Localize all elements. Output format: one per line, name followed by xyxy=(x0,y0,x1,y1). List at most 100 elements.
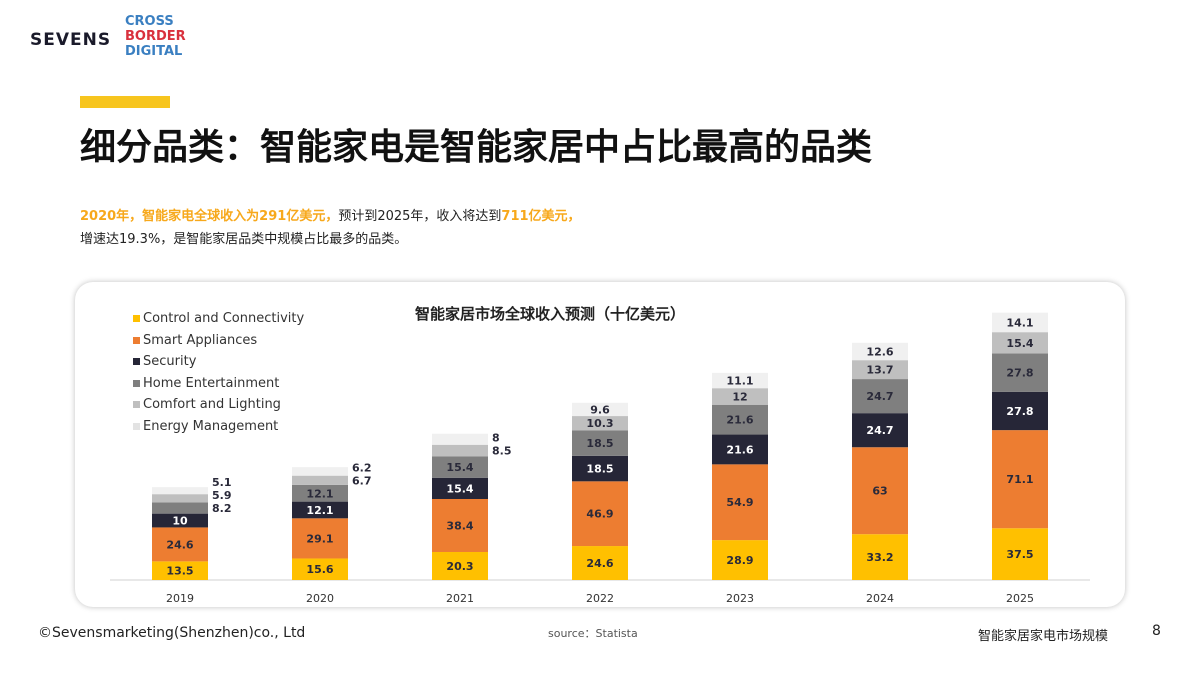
data-label: 8 xyxy=(492,432,500,445)
data-label: 11.1 xyxy=(726,375,753,388)
bar-segment xyxy=(992,528,1048,580)
legend-item: Security xyxy=(133,351,304,373)
data-label: 15.6 xyxy=(306,563,333,576)
data-label: 20.3 xyxy=(446,560,473,573)
bar-segment xyxy=(992,332,1048,354)
x-tick-label: 2023 xyxy=(726,592,754,605)
x-tick-label: 2024 xyxy=(866,592,894,605)
x-tick-label: 2020 xyxy=(306,592,334,605)
bar-segment xyxy=(852,342,908,361)
bar-segment xyxy=(572,455,628,482)
bar-segment xyxy=(152,513,208,528)
data-label: 24.6 xyxy=(586,557,613,570)
legend-label: Comfort and Lighting xyxy=(143,397,281,413)
bar-segment xyxy=(992,312,1048,333)
title-accent-bar xyxy=(80,96,170,108)
bar-segment xyxy=(852,534,908,580)
legend-swatch xyxy=(133,358,140,366)
page-title: 细分品类：智能家电是智能家居中占比最高的品类 xyxy=(80,127,873,168)
bar-segment xyxy=(152,527,208,562)
highlight-text: 2020年，智能家电全球收入为291亿美元， xyxy=(80,209,339,224)
data-label: 12.1 xyxy=(306,504,333,517)
chart-title: 智能家居市场全球收入预测（十亿美元） xyxy=(415,305,686,323)
data-label: 10 xyxy=(172,515,188,528)
highlight-text: 711亿美元， xyxy=(501,209,581,224)
data-label: 21.6 xyxy=(726,414,753,427)
data-label: 13.5 xyxy=(166,565,193,578)
bar-segment xyxy=(292,467,348,476)
legend-label: Control and Connectivity xyxy=(143,311,305,327)
sevens-logo: SEVENS xyxy=(30,30,112,50)
bar-segment xyxy=(852,447,908,535)
bar-segment xyxy=(572,416,628,431)
bar-segment xyxy=(992,430,1048,529)
data-label: 46.9 xyxy=(586,508,613,521)
legend-item: Smart Appliances xyxy=(133,330,304,352)
data-label: 8.2 xyxy=(212,502,232,515)
data-label: 28.9 xyxy=(726,554,753,567)
subtitle-text: 预计到2025年，收入将达到 xyxy=(338,209,502,224)
bar-segment xyxy=(432,551,488,580)
legend-item: Comfort and Lighting xyxy=(133,394,304,416)
page-number: 8 xyxy=(1152,623,1161,639)
bar-segment xyxy=(572,430,628,456)
data-label: 18.5 xyxy=(586,437,613,450)
data-label: 6.2 xyxy=(352,461,372,474)
bar-segment xyxy=(432,444,488,457)
legend-item: Control and Connectivity xyxy=(133,308,304,330)
bar-segment xyxy=(712,404,768,435)
legend-label: Smart Appliances xyxy=(143,332,258,348)
data-label: 12.1 xyxy=(306,487,333,500)
data-label: 24.7 xyxy=(866,424,893,437)
chart-legend: Control and Connectivity Smart Appliances… xyxy=(133,308,304,437)
bar-segment xyxy=(432,456,488,478)
data-label: 10.3 xyxy=(586,417,613,430)
subtitle: 2020年，智能家电全球收入为291亿美元，预计到2025年，收入将达到711亿… xyxy=(80,205,581,251)
data-label: 12.6 xyxy=(866,345,893,358)
data-label: 24.6 xyxy=(166,538,193,551)
legend-swatch xyxy=(133,336,140,344)
bar-segment xyxy=(572,546,628,580)
bar-segment xyxy=(712,464,768,541)
legend-swatch xyxy=(133,315,140,323)
logo-line: BORDER xyxy=(125,29,186,44)
data-label: 33.2 xyxy=(866,551,893,564)
data-label: 12 xyxy=(732,390,747,403)
data-label: 71.1 xyxy=(1006,473,1033,486)
bar-segment xyxy=(712,388,768,405)
bar-segment xyxy=(292,558,348,580)
bar-segment xyxy=(992,391,1048,431)
bar-segment xyxy=(432,433,488,445)
bar-segment xyxy=(572,402,628,417)
bar-segment xyxy=(152,502,208,514)
data-label: 21.6 xyxy=(726,443,753,456)
bar-segment xyxy=(292,475,348,485)
bar-segment xyxy=(432,477,488,499)
data-label: 5.1 xyxy=(212,476,232,489)
bar-segment xyxy=(152,561,208,580)
data-label: 15.4 xyxy=(446,482,473,495)
cross-border-digital-logo: CROSS BORDER DIGITAL xyxy=(125,14,186,59)
data-label: 8.5 xyxy=(492,445,512,458)
data-label: 5.9 xyxy=(212,489,232,502)
data-label: 18.5 xyxy=(586,463,613,476)
bar-segment xyxy=(712,434,768,465)
bar-segment xyxy=(292,484,348,502)
bar-segment xyxy=(292,501,348,519)
data-label: 6.7 xyxy=(352,474,372,487)
data-label: 37.5 xyxy=(1006,548,1033,561)
data-label: 29.1 xyxy=(306,532,333,545)
x-tick-label: 2019 xyxy=(166,592,194,605)
bar-segment xyxy=(852,379,908,414)
bar-segment xyxy=(992,353,1048,392)
logo-line: CROSS xyxy=(125,14,174,29)
bar-segment xyxy=(852,413,908,448)
legend-label: Home Entertainment xyxy=(143,375,280,391)
subtitle-text: 增速达19.3%，是智能家居品类中规模占比最多的品类。 xyxy=(80,232,408,247)
copyright: ©Sevensmarketing(Shenzhen)co., Ltd xyxy=(38,625,306,641)
x-tick-label: 2025 xyxy=(1006,592,1034,605)
legend-swatch xyxy=(133,422,140,430)
data-label: 15.4 xyxy=(446,461,473,474)
bar-segment xyxy=(432,498,488,552)
bar-segment xyxy=(712,372,768,389)
